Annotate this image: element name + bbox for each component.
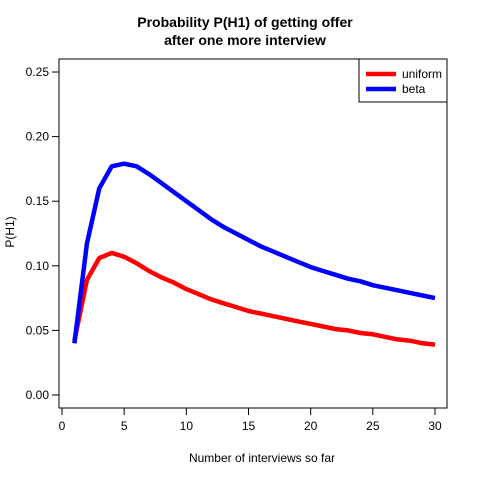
x-axis: 0 5 10 15 20 25 30: [59, 407, 442, 433]
chart-title: Probability P(H1) of getting offer after…: [137, 14, 353, 48]
y-tick-label-1: 0.05: [26, 323, 50, 337]
y-axis: 0.00 0.05 0.10 0.15 0.20 0.25: [26, 65, 60, 402]
series-layer: [72, 161, 436, 347]
x-tick-label-10: 10: [180, 419, 194, 433]
x-tick-label-15: 15: [242, 419, 256, 433]
y-axis-label: P(H1): [3, 216, 17, 247]
title-line-2: after one more interview: [164, 32, 326, 48]
title-line-1: Probability P(H1) of getting offer: [137, 14, 353, 30]
y-tick-label-5: 0.25: [26, 65, 50, 79]
plot-frame: [58, 58, 448, 409]
legend-label-uniform: uniform: [402, 67, 442, 81]
legend-label-beta: beta: [402, 82, 426, 96]
series-line-beta: [72, 161, 436, 344]
series-line-uniform: [72, 250, 436, 347]
x-tick-label-0: 0: [59, 419, 66, 433]
y-tick-label-2: 0.10: [26, 259, 50, 273]
y-tick-label-4: 0.20: [26, 130, 50, 144]
y-tick-label-0: 0.00: [26, 388, 50, 402]
x-tick-label-20: 20: [304, 419, 318, 433]
legend-box: [358, 58, 448, 103]
x-axis-label: Number of interviews so far: [189, 451, 335, 465]
x-tick-label-30: 30: [428, 419, 442, 433]
y-tick-label-3: 0.15: [26, 194, 50, 208]
x-tick-label-25: 25: [366, 419, 380, 433]
x-tick-label-5: 5: [121, 419, 128, 433]
